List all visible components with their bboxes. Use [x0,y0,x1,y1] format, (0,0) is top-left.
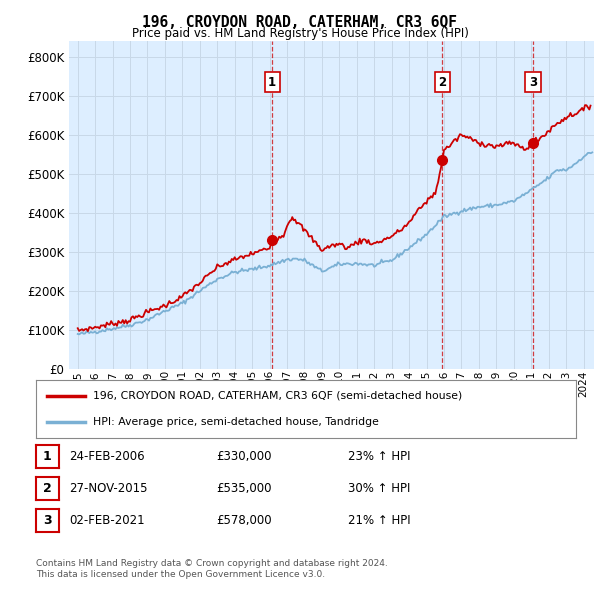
Text: This data is licensed under the Open Government Licence v3.0.: This data is licensed under the Open Gov… [36,570,325,579]
Text: 3: 3 [43,514,52,527]
Text: 21% ↑ HPI: 21% ↑ HPI [348,514,410,527]
Text: £535,000: £535,000 [216,482,271,495]
Text: 196, CROYDON ROAD, CATERHAM, CR3 6QF (semi-detached house): 196, CROYDON ROAD, CATERHAM, CR3 6QF (se… [92,391,462,401]
Text: 23% ↑ HPI: 23% ↑ HPI [348,450,410,463]
Text: 1: 1 [268,76,276,88]
Text: 1: 1 [43,450,52,463]
Text: £330,000: £330,000 [216,450,271,463]
Text: £578,000: £578,000 [216,514,272,527]
Text: 02-FEB-2021: 02-FEB-2021 [69,514,145,527]
Text: 2: 2 [43,482,52,495]
Text: 24-FEB-2006: 24-FEB-2006 [69,450,145,463]
Text: 3: 3 [529,76,537,88]
Text: 27-NOV-2015: 27-NOV-2015 [69,482,148,495]
Text: HPI: Average price, semi-detached house, Tandridge: HPI: Average price, semi-detached house,… [92,417,379,427]
Text: Price paid vs. HM Land Registry's House Price Index (HPI): Price paid vs. HM Land Registry's House … [131,27,469,40]
Text: 30% ↑ HPI: 30% ↑ HPI [348,482,410,495]
Text: 196, CROYDON ROAD, CATERHAM, CR3 6QF: 196, CROYDON ROAD, CATERHAM, CR3 6QF [143,15,458,30]
Text: 2: 2 [438,76,446,88]
Text: Contains HM Land Registry data © Crown copyright and database right 2024.: Contains HM Land Registry data © Crown c… [36,559,388,568]
